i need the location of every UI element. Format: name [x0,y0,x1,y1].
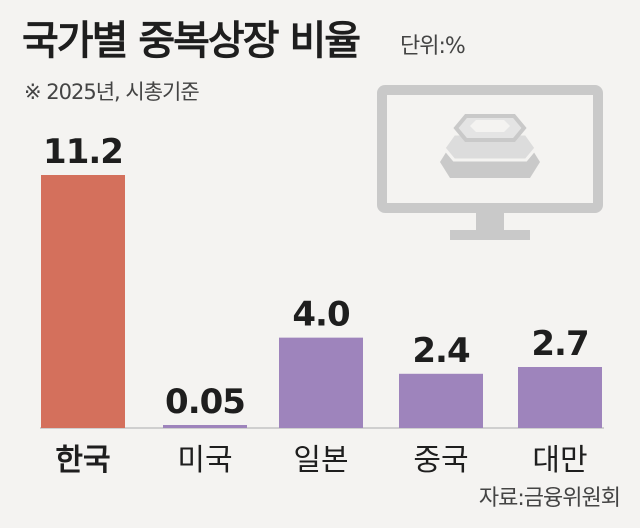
stacked-coin-icon [440,114,540,178]
monitor-icon [377,85,603,240]
bar-4 [399,373,483,428]
bar-1 [41,175,125,428]
bar-5 [518,367,602,428]
value-label-4: 2.4 [412,331,470,371]
unit-label: 단위:% [400,34,466,59]
value-label-1: 11.2 [43,132,123,172]
bar-2 [163,425,247,428]
source-label: 자료:금융위원회 [478,486,621,511]
value-label-2: 0.05 [165,382,245,422]
bar-3 [279,337,363,428]
chart-subtitle: ※ 2025년, 시총기준 [24,80,200,104]
category-label-4: 중국 [413,443,468,478]
chart-title: 국가별 중복상장 비율 [22,18,361,64]
category-label-1: 한국 [55,443,110,478]
category-label-2: 미국 [177,443,232,478]
category-label-3: 일본 [293,443,348,478]
value-label-5: 2.7 [531,324,588,364]
value-label-3: 4.0 [292,295,350,335]
category-label-5: 대만 [532,443,587,478]
